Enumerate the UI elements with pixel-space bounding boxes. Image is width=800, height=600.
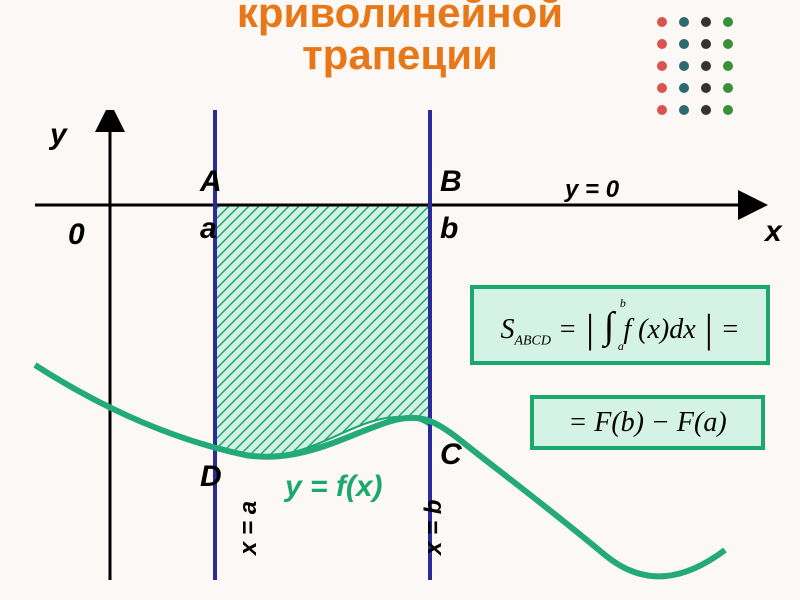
value-b-label: b: [440, 212, 458, 246]
formula-S: S: [500, 314, 514, 345]
x-equals-a-label: x = a: [235, 501, 263, 555]
point-B-label: B: [440, 165, 462, 199]
y-equals-zero-label: y = 0: [565, 176, 619, 204]
point-C-label: C: [440, 438, 462, 472]
curve-label: y = f(x): [285, 470, 383, 504]
integral-upper: b: [620, 296, 626, 311]
formula2-text: = F(b) − F(a): [568, 407, 726, 439]
formula-fx: f (x)dx: [623, 314, 695, 345]
integral-lower: a: [618, 339, 624, 354]
abs-bar-left: |: [584, 306, 595, 351]
antiderivative-formula-box: = F(b) − F(a): [530, 395, 765, 450]
y-axis-label: y: [50, 118, 67, 152]
abs-bar-right: |: [703, 306, 714, 351]
origin-label: 0: [68, 218, 85, 252]
formula-eq2: =: [721, 314, 740, 345]
formula-sub: ABCD: [514, 333, 551, 348]
value-a-label: a: [200, 212, 217, 246]
point-D-label: D: [200, 460, 222, 494]
x-axis-label: x: [765, 215, 782, 249]
point-A-label: A: [200, 165, 222, 199]
integral-sign: ∫: [604, 305, 614, 347]
integral-formula-box: SABCD = | ∫ b a f (x)dx | =: [470, 285, 770, 365]
formula-eq1: =: [558, 314, 577, 345]
x-equals-b-label: x = b: [420, 500, 448, 555]
